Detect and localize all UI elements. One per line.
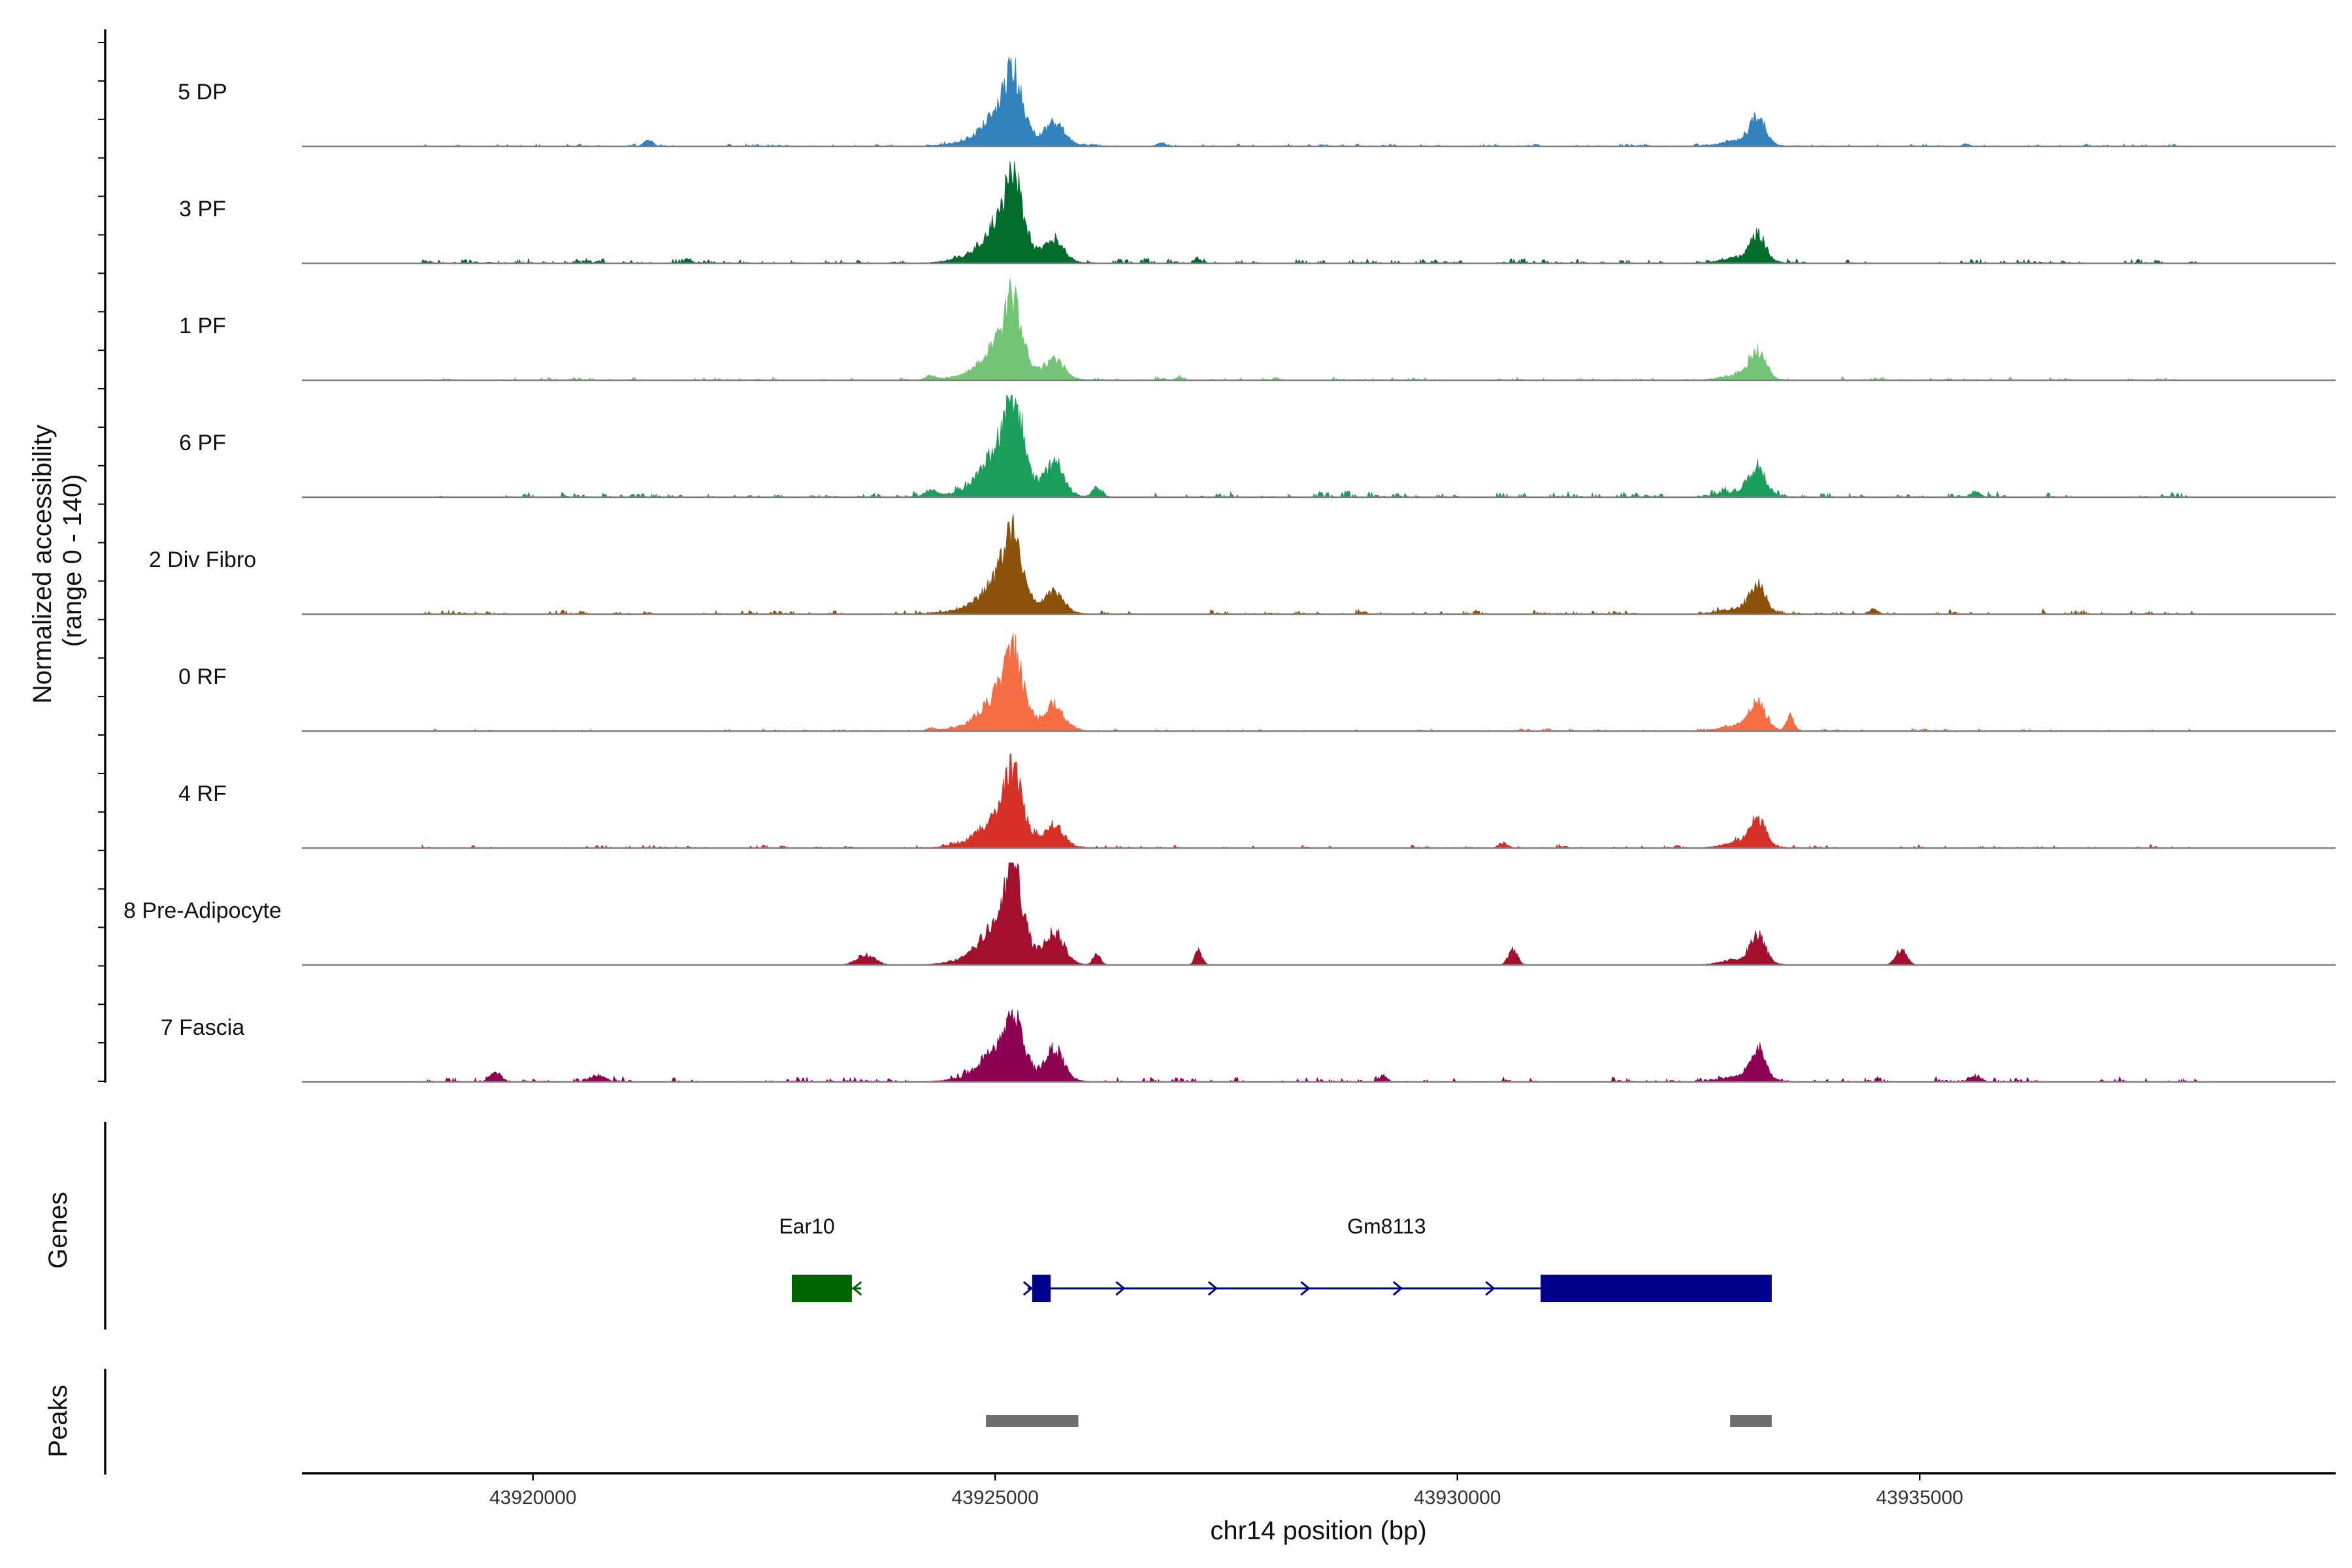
x-axis-ticks: 43920000 43925000 43930000 43935000: [489, 1473, 1963, 1509]
track-label: 2 Div Fibro: [149, 547, 256, 572]
coverage-area: [422, 514, 2198, 615]
track-label: 7 Fascia: [161, 1015, 245, 1040]
track-3-pf: 3 PF: [179, 161, 2336, 265]
strand-arrow: [1485, 1281, 1495, 1296]
y-axis-title-line2: (range 0 - 140): [58, 474, 87, 647]
coverage-area: [421, 161, 2198, 265]
genes-panel: Ear10 Gm8113: [779, 1215, 1772, 1302]
gene-ear10: Ear10: [779, 1215, 862, 1302]
strand-arrow: [852, 1281, 862, 1296]
track-label: 6 PF: [179, 431, 226, 455]
track-label: 5 DP: [178, 80, 227, 105]
strand-arrow: [1392, 1281, 1403, 1296]
track-7-fascia: 7 Fascia: [161, 1009, 2336, 1083]
x-tick-label: 43930000: [1414, 1487, 1501, 1509]
strand-arrow: [1022, 1281, 1034, 1296]
coverage-area: [421, 753, 2197, 849]
coverage-y-ticks: [98, 42, 105, 1082]
gene-exon: [1032, 1275, 1051, 1302]
track-1-pf: 1 PF: [179, 278, 2336, 382]
strand-arrow: [1207, 1281, 1218, 1296]
x-axis-title: chr14 position (bp): [1210, 1516, 1426, 1545]
coverage-area: [422, 394, 2198, 498]
track-label: 3 PF: [179, 197, 226, 221]
y-axis-title: Normalized accessibility (range 0 - 140): [28, 417, 87, 704]
track-2-div-fibro: 2 Div Fibro: [149, 514, 2336, 615]
x-tick-label: 43925000: [952, 1487, 1039, 1509]
strand-arrow: [1115, 1281, 1126, 1296]
track-label: 4 RF: [178, 781, 227, 806]
track-6-pf: 6 PF: [179, 394, 2336, 498]
x-tick-label: 43920000: [489, 1487, 576, 1509]
gene-label: Gm8113: [1347, 1215, 1426, 1238]
track-label: 8 Pre-Adipocyte: [123, 898, 282, 923]
gene-label: Ear10: [779, 1215, 834, 1238]
peaks-panel: [986, 1415, 1772, 1427]
genes-panel-title: Genes: [44, 1192, 73, 1269]
track-5-dp: 5 DP: [178, 57, 2336, 148]
track-label: 0 RF: [178, 664, 227, 689]
gene-gm8113: Gm8113: [1022, 1215, 1772, 1302]
x-tick-label: 43935000: [1876, 1487, 1963, 1509]
coverage-area: [422, 862, 2197, 966]
coverage-area: [422, 57, 2197, 147]
peak-region: [1730, 1415, 1772, 1427]
track-4-rf: 4 RF: [178, 753, 2336, 849]
y-axis-title-line1: Normalized accessibility: [28, 425, 57, 704]
coverage-area: [422, 278, 2197, 382]
peaks-panel-title: Peaks: [44, 1384, 73, 1457]
coverage-tracks: 5 DP 3 PF 1 PF 6 PF 2 Div Fibro 0 RF 4 RF 8 Pre…: [123, 57, 2336, 1083]
track-0-rf: 0 RF: [178, 633, 2336, 732]
gene-exon: [791, 1275, 852, 1302]
gene-exon: [1541, 1275, 1772, 1302]
track-8-pre-adipocyte: 8 Pre-Adipocyte: [123, 862, 2336, 966]
strand-arrow: [1300, 1281, 1311, 1296]
peak-region: [986, 1415, 1079, 1427]
coverage-area: [422, 633, 2198, 732]
track-label: 1 PF: [179, 314, 226, 338]
coverage-area: [422, 1009, 2198, 1083]
